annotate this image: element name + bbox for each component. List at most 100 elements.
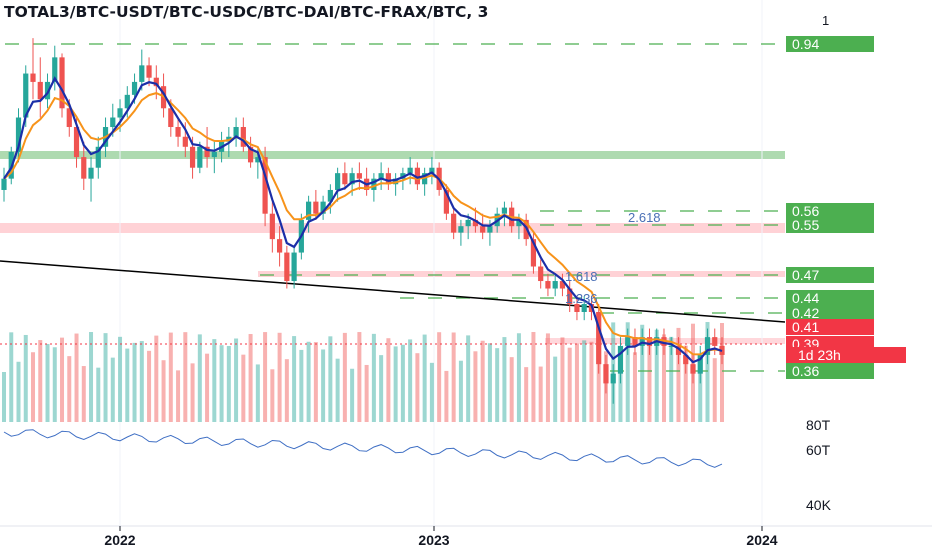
volume-bar (321, 349, 326, 422)
volume-bar (270, 369, 275, 422)
candle-body (342, 173, 348, 185)
candle-body (73, 127, 80, 158)
price-label: 0.42 (792, 305, 819, 321)
candle-body (335, 173, 341, 190)
volume-bar (538, 366, 543, 422)
candle-body (262, 157, 268, 214)
volume-bar (393, 346, 398, 422)
volume-bar (422, 334, 427, 422)
candle-body (668, 345, 674, 347)
volume-bar (277, 332, 282, 422)
volume-bar (386, 338, 391, 422)
fib-labels: 2.618 1.618 1.236 (565, 210, 661, 306)
candle-body (313, 201, 319, 214)
candle-body (233, 127, 239, 137)
volume-bar (299, 349, 304, 422)
candle-body (255, 157, 261, 163)
candle-body (37, 81, 43, 100)
volume-bar (545, 333, 550, 422)
secondary-axis-label: 80T (806, 417, 831, 433)
volume-bar (60, 337, 65, 422)
volume-bar (567, 347, 572, 422)
candle-body (378, 173, 384, 179)
volume-bar (226, 346, 231, 422)
candle-body (95, 146, 101, 168)
volume-bar (400, 344, 405, 422)
volume-bar (676, 327, 681, 422)
candle-body (44, 81, 51, 100)
resistance-zone-lower (258, 271, 785, 277)
volume-bar (23, 334, 28, 422)
volume-bar (234, 338, 239, 422)
price-label-box (786, 36, 874, 52)
candle-body (443, 189, 450, 214)
candle-body (530, 239, 537, 267)
price-label-box (786, 305, 874, 321)
candle-body (23, 73, 29, 118)
volume-bar (292, 336, 297, 422)
candle-body (124, 94, 130, 109)
candle-body (189, 146, 196, 168)
price-label-box (786, 290, 874, 306)
volume-bar (89, 332, 94, 422)
price-label: 0.47 (792, 267, 819, 283)
volume-bar (618, 361, 623, 422)
volume-bar (161, 360, 166, 422)
volume-bar (357, 332, 362, 422)
candle-body (567, 288, 573, 304)
candle-body (704, 337, 711, 355)
candle-body (400, 173, 406, 179)
fib-label: 1.618 (565, 269, 598, 284)
volume-bar (284, 359, 289, 422)
candle-body (552, 281, 558, 289)
volume-bar (574, 343, 579, 422)
candle-body (559, 281, 566, 289)
volume-bar (350, 368, 355, 422)
volume-bar (466, 335, 471, 422)
candle-body (465, 219, 471, 227)
volume-bar (139, 341, 144, 422)
candle-body (646, 337, 653, 346)
candle-body (632, 337, 638, 346)
volume-bar (553, 356, 558, 422)
candle-body (422, 173, 428, 185)
candle-body (451, 213, 457, 233)
volume-bar (473, 351, 478, 422)
volume-bar (81, 366, 86, 422)
candle-body (59, 57, 65, 109)
candle-body (276, 239, 283, 253)
volume-bar (197, 334, 202, 422)
trendline (0, 260, 786, 323)
volume-bar (647, 342, 652, 422)
candle-body (131, 81, 138, 95)
volume-bar (371, 333, 376, 422)
volume-bar (509, 357, 514, 422)
candle-body (175, 127, 181, 137)
candle-body (683, 354, 689, 365)
resistance-zone (0, 223, 785, 233)
ema-fast-line (3, 76, 723, 364)
time-tick-label: 2024 (746, 532, 777, 548)
price-label-box (786, 319, 874, 335)
price-label: 0.41 (792, 319, 819, 335)
volume-bar (364, 364, 369, 422)
volume-bar (589, 341, 594, 422)
volume-bar (625, 322, 630, 422)
volume-bar (147, 350, 152, 422)
volume-bar (379, 355, 384, 422)
candle-body (306, 201, 312, 220)
volume-bar (313, 342, 318, 422)
volume-bar (661, 334, 666, 422)
volume-bar (408, 339, 413, 422)
volume-bar (241, 354, 246, 422)
candle-body (153, 77, 159, 87)
volume-bar (458, 360, 463, 422)
volume-bar (720, 323, 724, 422)
volume-bar (495, 348, 500, 422)
time-tick-label: 2023 (418, 532, 449, 548)
volume-bar (45, 344, 50, 422)
candle-body (211, 151, 217, 158)
